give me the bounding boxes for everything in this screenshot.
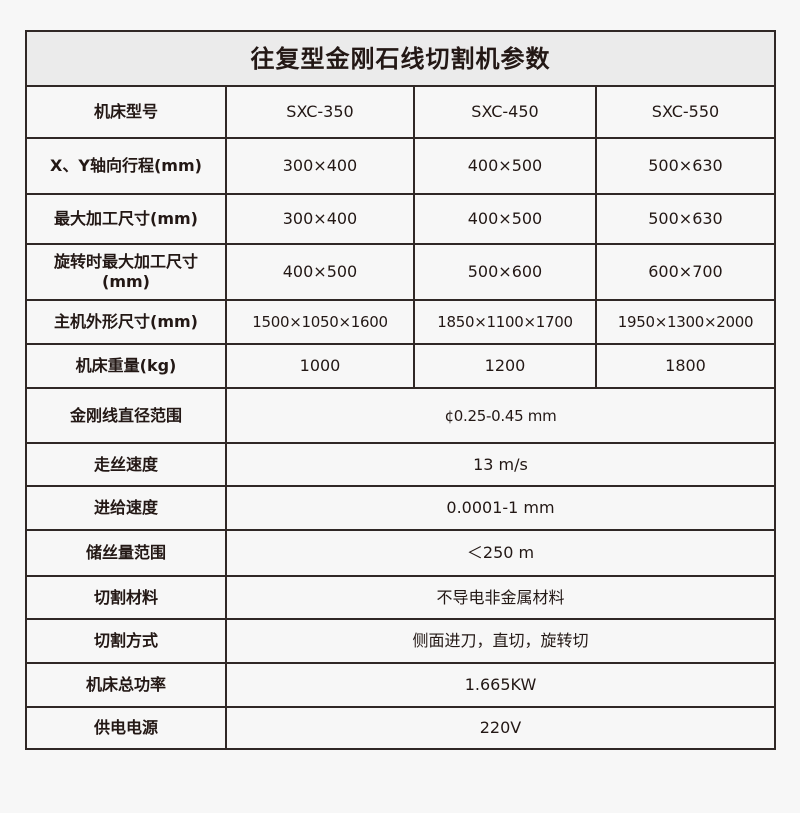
row-value: 500×630: [595, 193, 776, 245]
row-label: 机床总功率: [25, 662, 227, 708]
row-label: 旋转时最大加工尺寸(mm): [25, 243, 227, 301]
table-row: 切割材料 不导电非金属材料: [25, 575, 776, 620]
row-value: 220V: [225, 706, 776, 750]
table-row: 旋转时最大加工尺寸(mm) 400×500 500×600 600×700: [25, 243, 776, 301]
row-value: 300×400: [225, 193, 415, 245]
row-value: ¢0.25-0.45 mm: [225, 387, 776, 444]
row-value: 1500×1050×1600: [225, 299, 415, 345]
table-row: 金刚线直径范围 ¢0.25-0.45 mm: [25, 387, 776, 444]
table-row: 机床型号 SXC-350 SXC-450 SXC-550: [25, 85, 776, 139]
row-label-text: 旋转时最大加工尺寸(mm): [53, 252, 198, 291]
title-row: 往复型金刚石线切割机参数: [25, 30, 776, 87]
row-value: 侧面进刀，直切，旋转切: [225, 618, 776, 664]
row-value: 1950×1300×2000: [595, 299, 776, 345]
row-label: 储丝量范围: [25, 529, 227, 577]
table-row: 进给速度 0.0001-1 mm: [25, 485, 776, 531]
row-value: 不导电非金属材料: [225, 575, 776, 620]
row-value: 400×500: [413, 193, 597, 245]
table-row: 切割方式 侧面进刀，直切，旋转切: [25, 618, 776, 664]
row-value: 500×600: [413, 243, 597, 301]
row-value: 1800: [595, 343, 776, 389]
row-value: 13 m/s: [225, 442, 776, 487]
row-value: 300×400: [225, 137, 415, 195]
row-label: 机床型号: [25, 85, 227, 139]
row-value: SXC-350: [225, 85, 415, 139]
row-label: 机床重量(kg): [25, 343, 227, 389]
row-value: 600×700: [595, 243, 776, 301]
row-value: 1850×1100×1700: [413, 299, 597, 345]
row-value: 400×500: [225, 243, 415, 301]
row-label: 最大加工尺寸(mm): [25, 193, 227, 245]
row-value: 0.0001-1 mm: [225, 485, 776, 531]
table-row: 机床重量(kg) 1000 1200 1800: [25, 343, 776, 389]
row-label: X、Y轴向行程(mm): [25, 137, 227, 195]
row-value: 1.665KW: [225, 662, 776, 708]
spec-table: 往复型金刚石线切割机参数 机床型号 SXC-350 SXC-450 SXC-550 X、…: [25, 30, 776, 750]
row-value: 500×630: [595, 137, 776, 195]
row-label: 供电电源: [25, 706, 227, 750]
table-row: 主机外形尺寸(mm) 1500×1050×1600 1850×1100×1700 19…: [25, 299, 776, 345]
row-label: 进给速度: [25, 485, 227, 531]
row-label: 切割材料: [25, 575, 227, 620]
table-row: X、Y轴向行程(mm) 300×400 400×500 500×630: [25, 137, 776, 195]
row-value: 1200: [413, 343, 597, 389]
row-label: 金刚线直径范围: [25, 387, 227, 444]
row-label: 切割方式: [25, 618, 227, 664]
table-row: 走丝速度 13 m/s: [25, 442, 776, 487]
table-row: 最大加工尺寸(mm) 300×400 400×500 500×630: [25, 193, 776, 245]
row-value: ＜250 m: [225, 529, 776, 577]
table-row: 机床总功率 1.665KW: [25, 662, 776, 708]
row-label: 主机外形尺寸(mm): [25, 299, 227, 345]
table-row: 供电电源 220V: [25, 706, 776, 750]
row-value: 400×500: [413, 137, 597, 195]
row-value: SXC-450: [413, 85, 597, 139]
table-row: 储丝量范围 ＜250 m: [25, 529, 776, 577]
row-label: 走丝速度: [25, 442, 227, 487]
row-value: SXC-550: [595, 85, 776, 139]
row-value: 1000: [225, 343, 415, 389]
table-title: 往复型金刚石线切割机参数: [25, 30, 776, 87]
